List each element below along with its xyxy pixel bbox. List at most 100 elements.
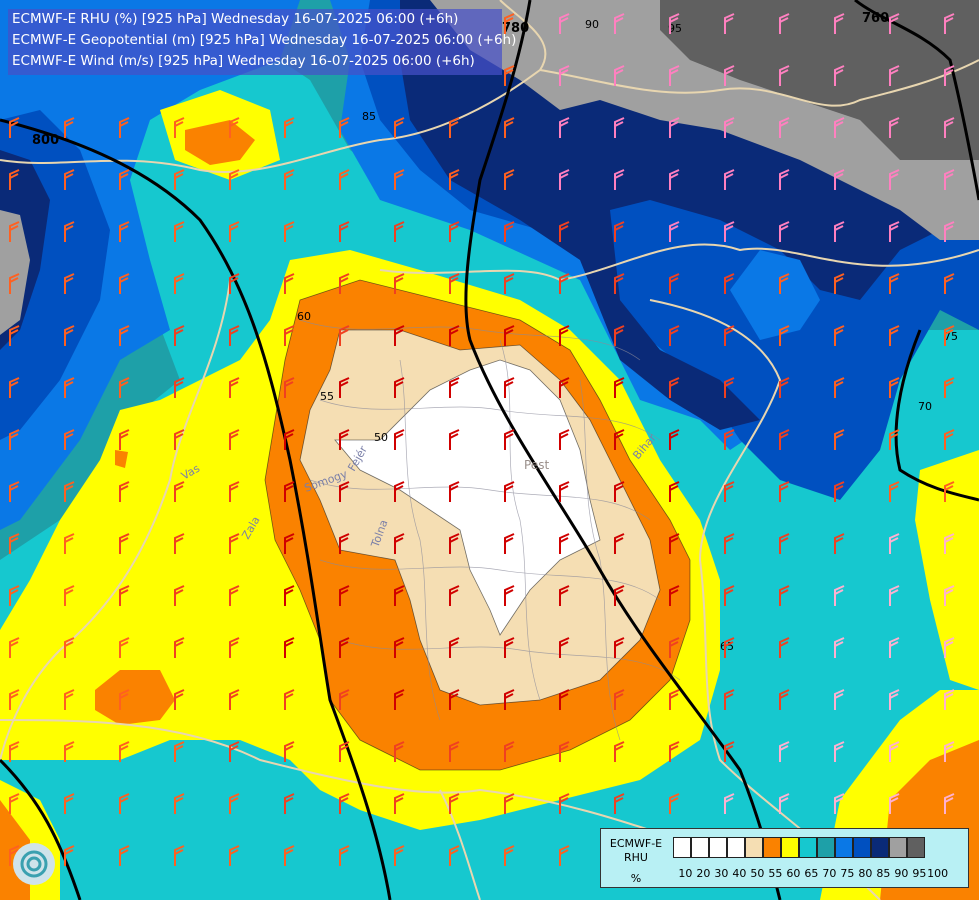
wind-barb-icon <box>339 273 350 294</box>
header-line-wind: ECMWF-E Wind (m/s) [925 hPa] Wednesday 1… <box>12 53 475 69</box>
wind-barb-icon <box>174 169 185 190</box>
county-lines <box>299 319 681 741</box>
wind-barb-icon <box>614 377 625 398</box>
wind-barb-icon <box>174 481 185 502</box>
wind-barb-icon <box>64 377 75 398</box>
legend-swatch <box>763 837 781 858</box>
wind-barb-icon <box>614 481 625 502</box>
wind-barb-icon <box>944 585 955 606</box>
wind-barb-icon <box>9 689 20 710</box>
wind-barb-icon <box>724 689 735 710</box>
wind-barb-icon <box>504 13 515 34</box>
wind-barb-icon <box>394 377 405 398</box>
header-line-geopotential: ECMWF-E Geopotential (m) [925 hPa] Wedne… <box>12 32 517 48</box>
wind-barb-icon <box>64 637 75 658</box>
rh-field-95-100 <box>660 0 979 160</box>
wind-barb-icon <box>174 585 185 606</box>
wind-barb-icon <box>174 273 185 294</box>
wind-barb-icon <box>779 13 790 34</box>
wind-barb-icon <box>614 533 625 554</box>
wind-barb-icon <box>394 741 405 762</box>
wind-barb-icon <box>229 689 240 710</box>
wind-barb-icon <box>394 117 405 138</box>
rh-spot <box>115 450 128 468</box>
wind-barb-icon <box>889 533 900 554</box>
wind-barb-icon <box>449 117 460 138</box>
wind-barb-icon <box>944 169 955 190</box>
wind-barb-icon <box>284 273 295 294</box>
wind-barb-icon <box>614 585 625 606</box>
wind-barb-icon <box>64 273 75 294</box>
wind-barb-icon <box>779 429 790 450</box>
wind-barb-icon <box>9 377 20 398</box>
wind-barb-icon <box>284 325 295 346</box>
wind-barb-icon <box>284 741 295 762</box>
header-line-rhu: ECMWF-E RHU (%) [925 hPa] Wednesday 16-0… <box>12 11 459 27</box>
wind-barb-icon <box>119 169 130 190</box>
wind-barb-icon <box>889 429 900 450</box>
wind-barb-icon <box>944 741 955 762</box>
wind-barb-icon <box>174 325 185 346</box>
legend-tick-label: 80 <box>858 867 873 880</box>
wind-barb-icon <box>119 845 130 866</box>
wind-barb-icon <box>284 689 295 710</box>
wind-barb-icon <box>834 325 845 346</box>
wind-barb-icon <box>669 169 680 190</box>
wind-barb-icon <box>9 429 20 450</box>
wind-barb-icon <box>284 221 295 242</box>
ecmwf-logo-icon <box>13 843 55 885</box>
legend-tick-label: 75 <box>840 867 855 880</box>
legend-swatch <box>853 837 871 858</box>
wind-barb-icon <box>119 377 130 398</box>
legend-unit: % <box>630 872 642 885</box>
wind-barb-icon <box>339 169 350 190</box>
wind-barb-icon <box>779 325 790 346</box>
wind-barb-icon <box>284 585 295 606</box>
wind-barb-icon <box>779 689 790 710</box>
legend-tick-label: 40 <box>732 867 747 880</box>
rh-field-90-95-west <box>0 210 30 335</box>
wind-barb-icon <box>669 221 680 242</box>
legend-name: ECMWF-E RHU <box>605 837 667 865</box>
wind-barb-icon <box>944 377 955 398</box>
wind-barb-icon <box>64 845 75 866</box>
wind-barb-icon <box>724 481 735 502</box>
legend-swatch <box>745 837 763 858</box>
map-header: ECMWF-E RHU (%) [925 hPa] Wednesday 16-0… <box>8 9 517 75</box>
legend-tick-label: 55 <box>768 867 783 880</box>
wind-barb-icon <box>889 481 900 502</box>
wind-barb-icon <box>229 637 240 658</box>
wind-barb-icon <box>174 533 185 554</box>
wind-barb-icon <box>229 429 240 450</box>
wind-barb-icon <box>449 689 460 710</box>
wind-barb-icon <box>229 533 240 554</box>
legend-name-line1: ECMWF-E <box>609 837 663 850</box>
wind-barb-icon <box>284 429 295 450</box>
legend-tick-label: 70 <box>822 867 837 880</box>
wind-barb-icon <box>449 377 460 398</box>
wind-barb-icon <box>504 221 515 242</box>
wind-barb-icon <box>834 481 845 502</box>
wind-barb-icon <box>394 689 405 710</box>
wind-barb-icon <box>559 481 570 502</box>
wind-barb-icon <box>779 117 790 138</box>
legend-swatch <box>889 837 907 858</box>
wind-barb-icon <box>339 481 350 502</box>
wind-barb-icon <box>889 169 900 190</box>
legend-tick-label: 90 <box>894 867 909 880</box>
wind-barb-icon <box>9 741 20 762</box>
wind-barb-icon <box>449 325 460 346</box>
wind-barb-icon <box>119 325 130 346</box>
wind-barb-icon <box>724 65 735 86</box>
wind-barb-icon <box>394 429 405 450</box>
wind-barb-icon <box>504 845 515 866</box>
wind-barb-icon <box>339 689 350 710</box>
wind-barb-icon <box>229 481 240 502</box>
wind-barb-icon <box>559 169 570 190</box>
rh-field-75-80-west <box>0 0 300 530</box>
wind-barb-icon <box>9 637 20 658</box>
wind-barb-icon <box>724 585 735 606</box>
wind-barb-icon <box>614 741 625 762</box>
wind-barb-icon <box>889 117 900 138</box>
